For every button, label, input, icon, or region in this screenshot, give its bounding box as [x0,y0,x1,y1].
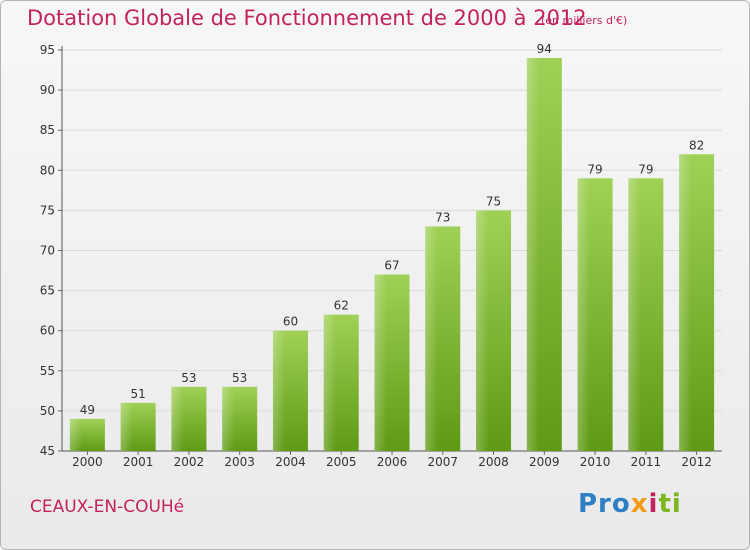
bar-value-label: 53 [232,371,247,385]
x-tick-label: 2002 [174,455,205,469]
bar-value-label: 51 [131,387,146,401]
y-tick-label: 55 [40,364,55,378]
bar-highlight [171,386,184,451]
proxiti-logo: Proxiti [578,489,682,519]
y-tick-label: 50 [40,404,55,418]
bar-highlight [120,402,133,451]
commune-name: CEAUX-EN-COUHé [30,497,185,517]
x-tick-label: 2005 [326,455,357,469]
bar-highlight [425,226,438,451]
bar-highlight [323,314,336,451]
x-tick-label: 2010 [580,455,611,469]
chart-title: Dotation Globale de Fonctionnement de 20… [27,6,587,30]
x-tick-label: 2011 [631,455,662,469]
bar-value-label: 79 [587,162,602,176]
logo-part: x [630,489,649,519]
bar-value-label: 67 [384,259,399,273]
y-tick-label: 95 [40,43,55,57]
bar-highlight [526,58,540,452]
bar-value-label: 75 [486,194,501,208]
y-tick-label: 75 [40,203,55,217]
logo-part: Pro [578,489,631,519]
x-tick-label: 2004 [275,455,306,469]
y-tick-label: 80 [40,163,55,177]
bar-value-label: 79 [638,162,653,176]
chart-subtitle: (en milliers d'€) [541,14,628,27]
bar-value-label: 82 [689,138,704,152]
bar-highlight [69,418,83,451]
bar-highlight [577,178,590,451]
bar-highlight [374,274,387,451]
y-tick-label: 85 [40,123,55,137]
bar-highlight [679,154,692,451]
x-tick-label: 2012 [681,455,712,469]
bar-highlight [222,386,235,451]
bar-value-label: 60 [283,315,298,329]
bar-highlight [628,178,641,451]
x-tick-label: 2007 [427,455,458,469]
x-tick-label: 2000 [72,455,103,469]
bar-value-label: 62 [334,299,349,313]
y-tick-label: 65 [40,284,55,298]
bar-value-label: 53 [181,371,196,385]
bar-highlight [272,330,286,451]
y-tick-label: 60 [40,324,55,338]
y-tick-label: 70 [40,244,55,258]
logo-part: i [648,489,659,519]
x-tick-label: 2003 [224,455,255,469]
x-tick-label: 2008 [478,455,509,469]
bar-value-label: 49 [80,403,95,417]
x-tick-label: 2006 [377,455,408,469]
y-tick-label: 90 [40,83,55,97]
bar-value-label: 94 [537,42,552,56]
bar-value-label: 73 [435,210,450,224]
x-tick-label: 2009 [529,455,560,469]
x-tick-label: 2001 [123,455,154,469]
logo-part: ti [658,489,682,519]
bar-highlight [476,210,489,451]
y-tick-label: 45 [40,444,55,458]
